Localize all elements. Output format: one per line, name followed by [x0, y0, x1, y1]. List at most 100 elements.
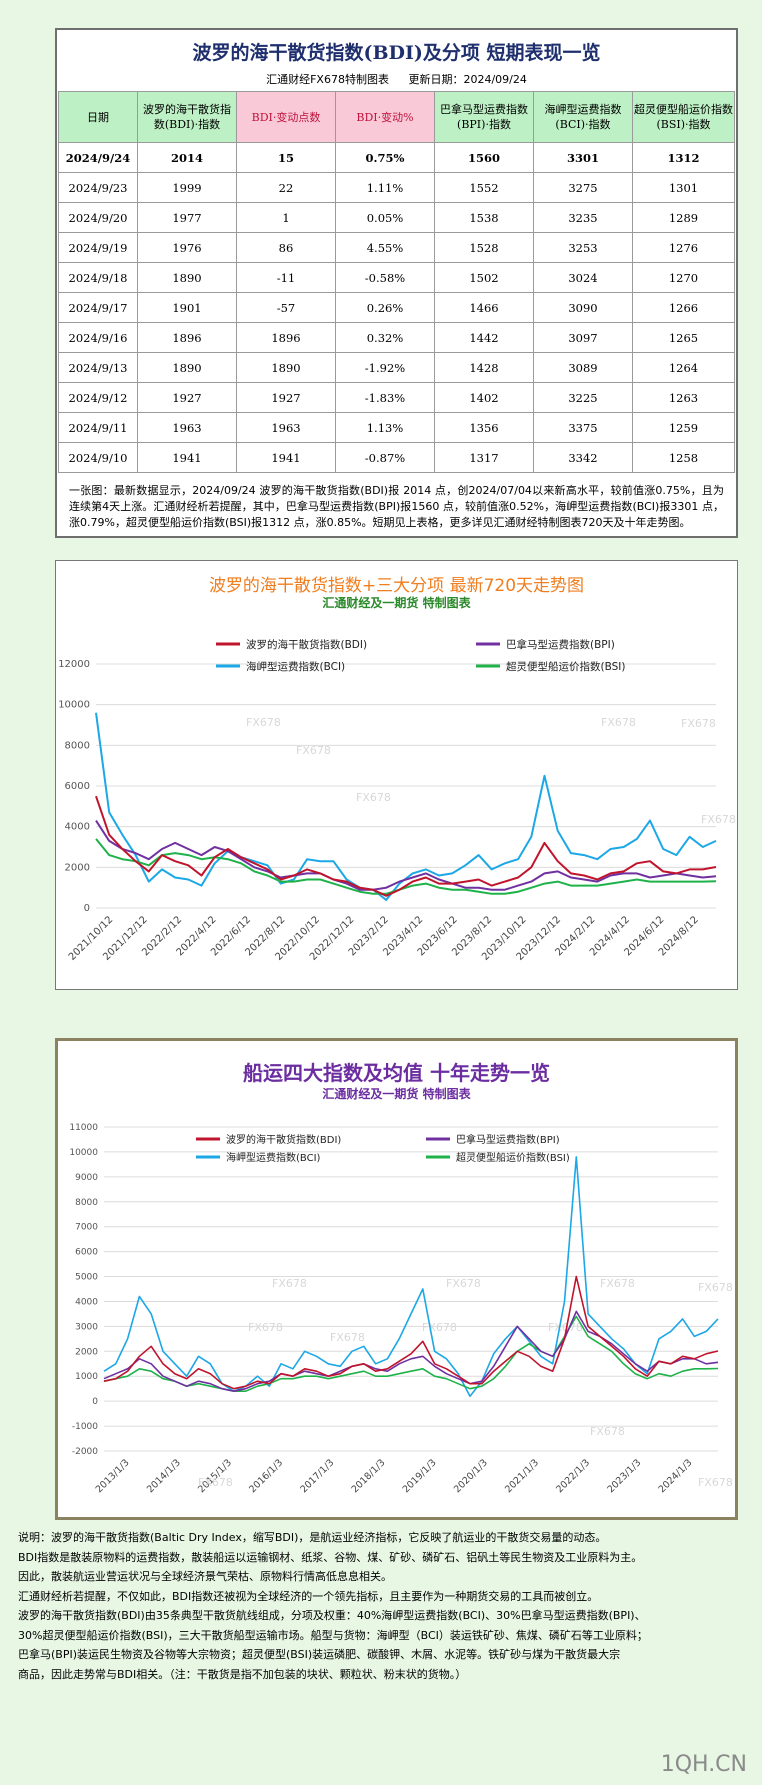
table-cell: -0.87%: [335, 442, 435, 473]
table-subtitle: 汇通财经FX678特制图表 更新日期：2024/09/24: [57, 71, 736, 87]
table-cell: 1941: [137, 442, 237, 473]
table-cell: 1552: [434, 172, 534, 203]
y-tick-label: -1000: [72, 1422, 98, 1432]
table-cell: 1: [236, 202, 336, 233]
table-cell: 4.55%: [335, 232, 435, 263]
watermark: FX678: [698, 1476, 733, 1489]
chart2-subtitle: 汇通财经及一期货 特制图表: [322, 596, 471, 610]
col-header-date: 日期: [58, 91, 138, 143]
watermark: FX678: [548, 1321, 583, 1334]
table-note: 一张图：最新数据显示，2024/09/24 波罗的海干散货指数(BDI)报 20…: [69, 484, 724, 529]
y-tick-label: 7000: [75, 1223, 98, 1233]
table-row: 2024/9/10 1941 1941 -0.87% 1317 3342 1258: [58, 442, 735, 473]
table-cell: -57: [236, 292, 336, 323]
table-cell: 1276: [632, 232, 735, 263]
table-row: 2024/9/17 1901 -57 0.26% 1466 3090 1266: [58, 292, 735, 323]
series-line-bsi: [95, 838, 717, 895]
table-cell: 1263: [632, 382, 735, 413]
table-cell: 1890: [137, 352, 237, 383]
watermark: FX678: [681, 717, 716, 730]
table-cell: 2024/9/20: [58, 202, 138, 233]
y-tick-label: 11000: [69, 1123, 98, 1133]
table-row: 2024/9/11 1963 1963 1.13% 1356 3375 1259: [58, 412, 735, 443]
footer-notes: 说明：波罗的海干散货指数(Baltic Dry Index，缩写BDI)，是航运…: [18, 1528, 748, 1684]
watermark: FX678: [248, 1321, 283, 1334]
table-header-row: 日期 波罗的海干散货指数(BDI)·指数 BDI·变动点数 BDI·变动% 巴拿…: [58, 91, 735, 143]
table-cell: 1402: [434, 382, 534, 413]
chart2-title: 波罗的海干散货指数+三大分项 最新720天走势图: [208, 576, 585, 596]
legend-label: 波罗的海干散货指数(BDI): [226, 1133, 341, 1146]
y-tick-label: 2000: [65, 862, 90, 873]
table-row: 2024/9/12 1927 1927 -1.83% 1402 3225 1263: [58, 382, 735, 413]
table-cell: 1356: [434, 412, 534, 443]
table-cell: 3301: [533, 142, 633, 173]
table-cell: 86: [236, 232, 336, 263]
x-tick-label: 2019/1/3: [401, 1457, 439, 1495]
y-tick-label: 2000: [75, 1347, 98, 1357]
table-cell: 1896: [137, 322, 237, 353]
table-cell: 0.32%: [335, 322, 435, 353]
table-cell: 1927: [137, 382, 237, 413]
footer-line: 说明：波罗的海干散货指数(Baltic Dry Index，缩写BDI)，是航运…: [18, 1531, 607, 1544]
table-cell: 1442: [434, 322, 534, 353]
table-cell: -1.92%: [335, 352, 435, 383]
y-tick-label: 4000: [65, 822, 90, 833]
table-cell: 1264: [632, 352, 735, 383]
col-header-bdi: 波罗的海干散货指数(BDI)·指数: [137, 91, 237, 143]
legend-label: 巴拿马型运费指数(BPI): [506, 638, 615, 651]
series-line-bpi: [103, 1310, 719, 1392]
watermark: FX678: [356, 791, 391, 804]
table-title: 波罗的海干散货指数(BDI)及分项 短期表现一览: [192, 42, 601, 64]
chart3-plot: 1100010000900080007000600050004000300020…: [69, 1123, 733, 1495]
x-tick-label: 2020/1/3: [452, 1457, 490, 1495]
table-cell: 2024/9/24: [58, 142, 138, 173]
table-cell: 1428: [434, 352, 534, 383]
watermark: FX678: [600, 1277, 635, 1290]
y-tick-label: 12000: [58, 659, 90, 670]
table-cell: 1270: [632, 262, 735, 293]
footer-line: 汇通财经析若提醒，不仅如此，BDI指数还被视为全球经济的一个领先指标，且主要作为…: [18, 1589, 599, 1603]
table-cell: 1890: [236, 352, 336, 383]
col-header-bsi: 超灵便型船运价指数(BSI)·指数: [632, 91, 735, 143]
table-cell: 3235: [533, 202, 633, 233]
x-tick-label: 2017/1/3: [298, 1457, 336, 1495]
y-tick-label: 4000: [75, 1297, 98, 1307]
chart-ten-year-panel: 船运四大指数及均值 十年走势一览 汇通财经及一期货 特制图表 11000 1000…: [55, 1038, 738, 1520]
table-cell: 1538: [434, 202, 534, 233]
footer-line: 波罗的海干散货指数(BDI)由35条典型干散货航线组成，分项及权重：40%海岬型…: [18, 1609, 646, 1622]
watermark: FX678: [698, 1281, 733, 1294]
table-cell: -11: [236, 262, 336, 293]
series-line-bci: [103, 1156, 719, 1397]
table-cell: 1999: [137, 172, 237, 203]
legend-label: 超灵便型船运价指数(BSI): [506, 660, 625, 673]
table-cell: 3253: [533, 232, 633, 263]
table-cell: 1528: [434, 232, 534, 263]
x-tick-label: 2024/1/3: [657, 1457, 695, 1495]
legend-label: 海岬型运费指数(BCI): [246, 660, 345, 673]
watermark: FX678: [330, 1331, 365, 1344]
chart-720-day-panel: 波罗的海干散货指数+三大分项 最新720天走势图 汇通财经及一期货 特制图表 1…: [55, 560, 738, 990]
table-cell: -0.58%: [335, 262, 435, 293]
series-line-bci: [95, 712, 717, 901]
y-tick-label: 0: [92, 1397, 98, 1407]
chart3-title: 船运四大指数及均值 十年走势一览: [243, 1061, 550, 1085]
col-header-bpi: 巴拿马型运费指数(BPI)·指数: [434, 91, 534, 143]
y-tick-label: 8000: [65, 740, 90, 751]
table-cell: 22: [236, 172, 336, 203]
table-cell: 3375: [533, 412, 633, 443]
table-cell: 1301: [632, 172, 735, 203]
table-body: 2024/9/24 2014 15 0.75% 1560 3301 1312 2024/9/2…: [58, 142, 735, 473]
series-line-bdi: [95, 795, 717, 897]
watermark: FX678: [272, 1277, 307, 1290]
x-tick-label: 2023/1/3: [605, 1457, 643, 1495]
chart3-subtitle: 汇通财经及一期货 特制图表: [322, 1087, 471, 1101]
footer-line: 30%超灵便型船运价指数(BSI)，三大干散货船型运输市场。船型与货物：海岬型（…: [18, 1628, 648, 1642]
legend-label: 海岬型运费指数(BCI): [226, 1151, 321, 1164]
table-cell: 1976: [137, 232, 237, 263]
y-tick-label: 0: [84, 903, 90, 914]
watermark: FX678: [601, 716, 636, 729]
table-cell: 1963: [236, 412, 336, 443]
table-cell: 3275: [533, 172, 633, 203]
table-cell: 3090: [533, 292, 633, 323]
table-cell: 1890: [137, 262, 237, 293]
